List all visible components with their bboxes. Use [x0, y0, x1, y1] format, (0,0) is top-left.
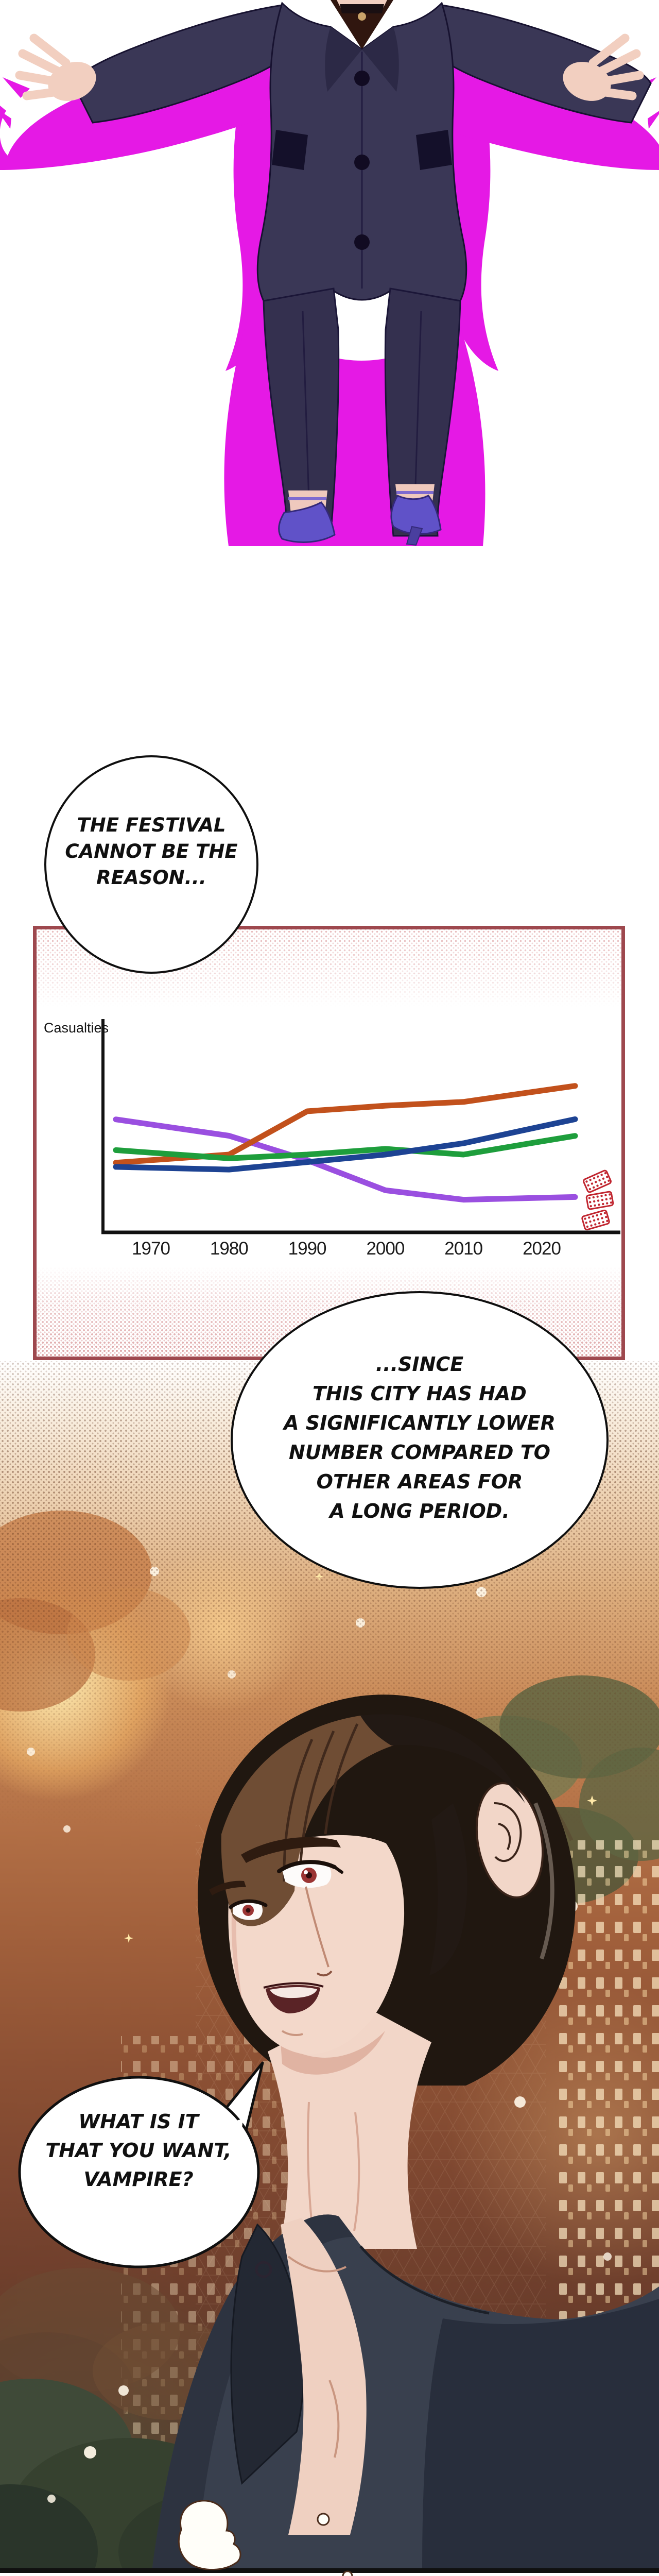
- neck-lines: [307, 2102, 360, 2231]
- decorative-bubbles: [178, 2500, 353, 2576]
- speech-line: A LONG PERIOD.: [330, 1500, 510, 1522]
- speech-line: OTHER AREAS FOR: [316, 1470, 523, 1493]
- chart-series-blue: [113, 1116, 578, 1173]
- hair-fringe: [221, 1715, 439, 1926]
- emphasis-mark: [580, 1209, 611, 1231]
- left-eyebrow: [209, 1880, 246, 1895]
- speech-line: CANNOT BE THE: [65, 840, 238, 862]
- x-axis-tick-label: 1980: [210, 1239, 249, 1259]
- necklace-pendant: [358, 12, 366, 21]
- man-portrait-illustration: [152, 1694, 659, 2571]
- shirt: [152, 2214, 659, 2571]
- x-axis-tick-label: 2020: [523, 1239, 561, 1259]
- left-eye: [229, 1899, 268, 1920]
- y-axis-title: Casualties: [44, 1020, 109, 1036]
- chest-skin: [281, 2218, 367, 2535]
- right-hand-palm: [563, 62, 611, 101]
- speech-line: NUMBER COMPARED TO: [289, 1441, 550, 1464]
- hair-rim-light: [533, 1802, 554, 1960]
- chart-series-purple: [113, 1116, 578, 1203]
- right-eye: [277, 1860, 343, 1888]
- panel-bottom-border: [0, 2568, 659, 2573]
- nose-line: [305, 1886, 330, 1968]
- left-hand-palm: [48, 62, 96, 101]
- x-axis-tick-label: 1970: [132, 1239, 170, 1259]
- speech-bubble-1: THE FESTIVAL CANNOT BE THE REASON...: [44, 755, 258, 974]
- night-scene-panel: [0, 1361, 659, 2572]
- choker-necklace: [340, 4, 384, 13]
- speech-bubble-3-shape: [18, 2061, 264, 2268]
- emphasis-mark: [585, 1190, 615, 1211]
- emphasis-marks: [580, 1168, 621, 1235]
- speech-line: WHAT IS IT: [78, 2110, 199, 2133]
- speech-line: ...SINCE: [375, 1353, 464, 1376]
- casualties-chart-panel: Casualties 1970 1980 1990 2000 2010 2020: [33, 926, 625, 1360]
- speech-line: THIS CITY HAS HAD: [313, 1382, 527, 1405]
- woman-in-suit-illustration: [0, 0, 659, 546]
- hair-strands: [283, 1723, 359, 1882]
- chart-series-green: [113, 1133, 578, 1161]
- x-axis-tick-label: 1990: [288, 1239, 327, 1259]
- speech-line: A SIGNIFICANTLY LOWER: [284, 1412, 556, 1434]
- bubble-tail-join: [215, 2119, 243, 2157]
- bubble-body: [18, 2076, 260, 2268]
- pants: [263, 287, 461, 537]
- speech-bubble-3: [10, 2056, 299, 2282]
- casualties-chart: [101, 1019, 620, 1234]
- speech-line: REASON...: [96, 866, 206, 889]
- mouth: [263, 1982, 324, 2013]
- ear: [475, 1782, 544, 1899]
- speech-line: VAMPIRE?: [83, 2168, 194, 2191]
- chin-crease: [281, 2030, 303, 2036]
- speech-bubble-2: ...SINCE THIS CITY HAS HAD A SIGNIFICANT…: [231, 1291, 609, 1589]
- casualties-chart-lines: [113, 1083, 578, 1203]
- sideburn: [429, 1803, 467, 1975]
- x-axis-labels: 1970 1980 1990 2000 2010 2020: [101, 1239, 621, 1263]
- speech-bubble-3-text: WHAT IS IT THAT YOU WANT, VAMPIRE?: [20, 2107, 257, 2194]
- chart-series-orange: [113, 1083, 578, 1166]
- x-axis-tick-label: 2010: [444, 1239, 483, 1259]
- speech-line: THE FESTIVAL: [77, 814, 226, 836]
- shirt-button-ring: [255, 2261, 272, 2278]
- right-eyebrow: [241, 1837, 341, 1863]
- jaw-shadow: [281, 2031, 385, 2075]
- speech-line: THAT YOU WANT,: [45, 2139, 232, 2162]
- x-axis-tick-label: 2000: [366, 1239, 405, 1259]
- ankles-and-heels: [278, 484, 442, 546]
- jacket-buttons: [354, 71, 370, 250]
- hair-top: [360, 1714, 525, 1803]
- nostril: [316, 1970, 333, 1977]
